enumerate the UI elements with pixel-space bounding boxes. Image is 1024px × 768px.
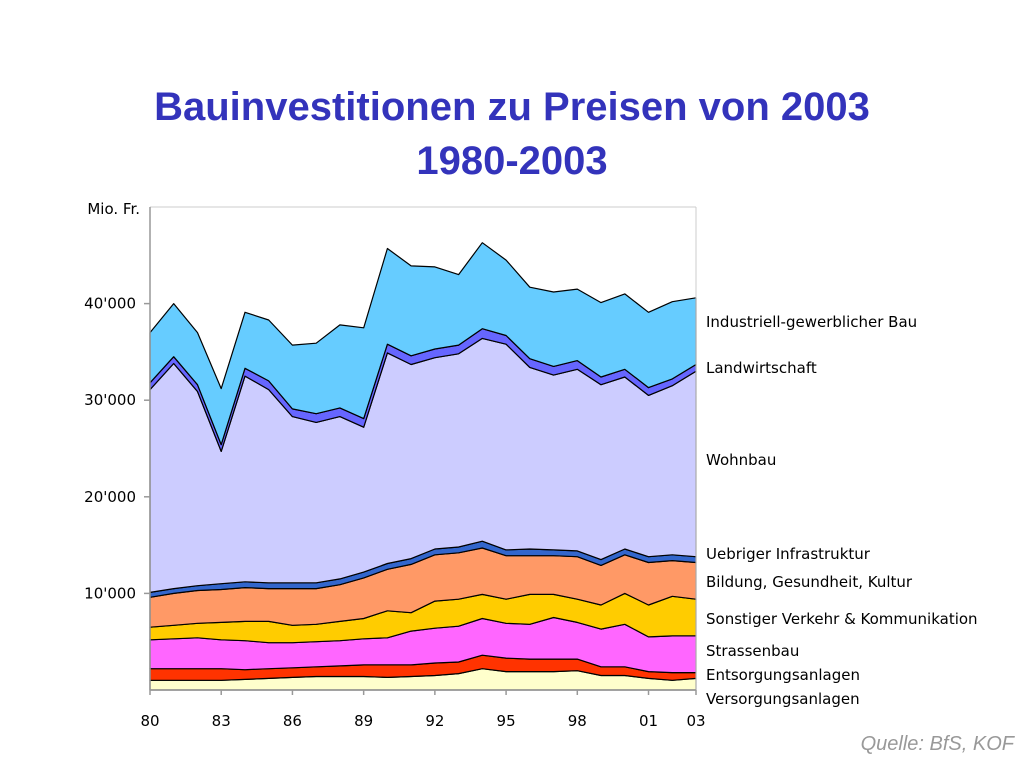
legend-label: Entsorgungsanlagen [706, 666, 860, 684]
x-tick-label: 83 [212, 712, 231, 730]
legend: Versorgungsanlagen Entsorgungsanlagen Stra… [706, 313, 978, 708]
x-tick-label: 86 [283, 712, 302, 730]
x-tick-label: 92 [425, 712, 444, 730]
y-tick-label: 10'000 [84, 584, 136, 602]
legend-label: Wohnbau [706, 451, 776, 469]
x-tick-label: 95 [497, 712, 516, 730]
y-tick-label: 20'000 [84, 488, 136, 506]
legend-label: Landwirtschaft [706, 359, 817, 377]
y-tick-label: 40'000 [84, 295, 136, 313]
x-tick-label: 89 [354, 712, 373, 730]
chart-subtitle: 1980-2003 [416, 139, 608, 183]
legend-label: Uebriger Infrastruktur [706, 545, 871, 563]
area-layers [149, 242, 697, 691]
x-tick-label: 01 [639, 712, 658, 730]
y-axis-label: Mio. Fr. [87, 200, 140, 218]
legend-label: Bildung, Gesundheit, Kultur [706, 573, 913, 591]
legend-label: Sonstiger Verkehr & Kommunikation [706, 610, 978, 628]
chart-title: Bauinvestitionen zu Preisen von 2003 [154, 85, 870, 129]
x-tick-label: 80 [140, 712, 159, 730]
x-tick-label: 03 [686, 712, 705, 730]
x-tick-label: 98 [568, 712, 587, 730]
source-note: Quelle: BfS, KOF [860, 733, 1014, 755]
axes: 10'000 20'000 30'000 40'000 80 83 86 89 92 95 98 01… [84, 206, 706, 730]
legend-label: Strassenbau [706, 642, 799, 660]
legend-label: Versorgungsanlagen [706, 690, 860, 708]
legend-label: Industriell-gewerblicher Bau [706, 313, 917, 331]
y-tick-label: 30'000 [84, 391, 136, 409]
